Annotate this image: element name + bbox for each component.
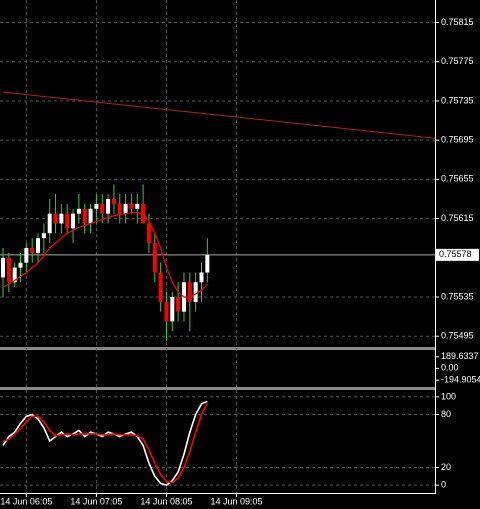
line	[2, 402, 209, 484]
candle-body	[176, 296, 181, 312]
current-price-label: 0.75578	[439, 249, 472, 259]
candle-body	[111, 198, 116, 204]
candle-body	[187, 282, 192, 302]
candle-body	[146, 223, 151, 244]
candle-body	[193, 282, 198, 302]
y-tick-label: 0.75535	[441, 291, 474, 301]
candle-body	[6, 257, 11, 283]
y-tick-label: 0.75695	[441, 135, 474, 145]
y-tick-label: 0.75735	[441, 95, 474, 105]
candle-body	[94, 203, 99, 209]
y-tick-label: 0	[441, 480, 446, 490]
panel-separator	[0, 387, 435, 390]
x-tick-label: 14 Jun 06:05	[0, 496, 52, 506]
candle-body	[205, 254, 210, 273]
candle-body	[199, 272, 204, 283]
candle-body	[71, 213, 76, 229]
candle-body	[158, 272, 163, 302]
y-tick-label: 0.75815	[441, 17, 474, 27]
candle-body	[1, 257, 5, 278]
candle-body	[59, 213, 64, 224]
line	[2, 212, 208, 298]
candle-body	[106, 198, 111, 214]
y-tick-label: 0.75615	[441, 213, 474, 223]
candle-body	[41, 233, 46, 239]
candle-body	[123, 203, 128, 214]
y-tick-label: 0.75775	[441, 56, 474, 66]
candle-body	[82, 208, 87, 224]
y-tick-label: 0.75655	[441, 174, 474, 184]
candle-body	[129, 203, 134, 209]
candle-body	[76, 208, 81, 214]
y-tick-label: 80	[441, 409, 451, 419]
y-tick-label: 0.00	[441, 363, 459, 373]
panel-separator	[0, 347, 435, 350]
trendline	[2, 91, 436, 139]
candle-body	[164, 301, 169, 322]
candle-body	[30, 247, 35, 253]
candle-body	[135, 203, 140, 209]
x-tick-label: 14 Jun 08:05	[140, 496, 192, 506]
candle-body	[117, 203, 122, 214]
candle-body	[12, 267, 17, 283]
x-tick-label: 14 Jun 07:05	[70, 496, 122, 506]
y-tick-label: 20	[441, 462, 451, 472]
y-tick-label: -194.9054	[441, 375, 480, 385]
candle-body	[18, 262, 23, 268]
candle-body	[24, 247, 29, 263]
y-tick-label: 100	[441, 391, 456, 401]
y-tick-label: 189.6337	[441, 351, 479, 361]
x-tick-label: 14 Jun 09:05	[210, 496, 262, 506]
candle-body	[88, 208, 93, 224]
candle-body	[47, 213, 52, 234]
candle-body	[100, 203, 105, 214]
y-tick-label: 0.75495	[441, 331, 474, 341]
candle-body	[170, 296, 175, 322]
candle-body	[36, 238, 41, 253]
candle-body	[53, 213, 58, 224]
candle-body	[65, 213, 70, 229]
candle-body	[152, 243, 157, 273]
current-price-box	[436, 248, 479, 261]
